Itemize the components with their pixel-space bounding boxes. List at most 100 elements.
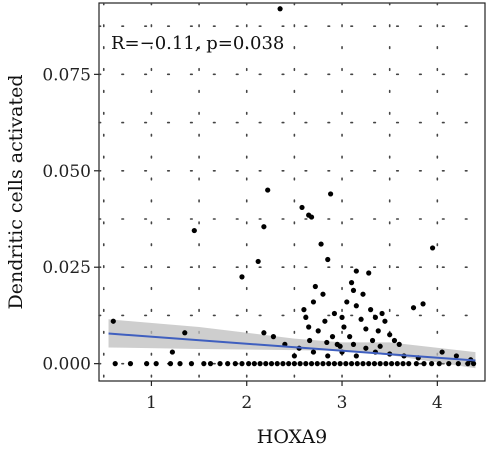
data-point	[320, 291, 326, 297]
data-point	[400, 361, 406, 367]
data-point	[436, 361, 442, 367]
data-point	[324, 339, 330, 346]
data-point	[225, 361, 231, 367]
data-point	[455, 361, 461, 367]
data-point	[421, 361, 427, 367]
data-point	[369, 337, 376, 344]
y-tick-label: 0.025	[42, 258, 91, 278]
data-point	[188, 361, 195, 367]
data-point	[470, 361, 477, 367]
data-point	[375, 328, 381, 334]
data-point	[314, 361, 320, 367]
data-point	[303, 361, 309, 367]
data-point	[251, 361, 257, 367]
data-point	[201, 361, 207, 367]
data-point	[394, 361, 400, 367]
data-point	[291, 361, 297, 367]
data-point	[465, 361, 471, 367]
data-point	[310, 349, 317, 355]
confidence-band-layer	[108, 319, 476, 369]
data-point	[371, 361, 378, 367]
data-point	[261, 330, 267, 336]
data-point	[299, 204, 305, 211]
data-point	[372, 314, 378, 320]
data-point	[177, 361, 183, 367]
data-point	[360, 291, 366, 297]
regression-line	[108, 332, 476, 362]
data-point	[232, 361, 238, 367]
plot-panel	[98, 2, 486, 382]
data-point	[277, 6, 283, 12]
data-point	[354, 361, 360, 367]
data-point	[347, 334, 353, 340]
data-point	[410, 305, 417, 311]
data-point	[112, 361, 118, 367]
data-point	[446, 361, 452, 367]
data-point	[337, 343, 343, 349]
data-point	[318, 241, 324, 247]
data-point	[325, 256, 331, 263]
data-point	[261, 224, 267, 230]
data-point	[308, 214, 315, 220]
data-point	[268, 361, 275, 367]
data-point	[358, 316, 364, 322]
data-point	[217, 361, 223, 367]
data-point	[307, 337, 313, 344]
data-point	[366, 270, 372, 276]
data-point	[322, 318, 328, 324]
data-point	[453, 353, 460, 359]
data-point	[353, 303, 359, 309]
data-point	[239, 274, 245, 280]
x-tick-label: 3	[337, 393, 348, 413]
x-axis-title: HOXA9	[257, 426, 327, 448]
data-point	[110, 318, 116, 324]
data-point	[303, 314, 309, 320]
data-point	[343, 361, 349, 367]
data-point	[413, 361, 419, 367]
data-point	[388, 361, 395, 367]
x-tick-label: 4	[432, 393, 443, 413]
data-point	[353, 268, 359, 274]
data-point	[350, 287, 357, 293]
data-point	[328, 191, 334, 197]
data-point	[191, 227, 197, 234]
y-tick-label: 0.050	[42, 162, 91, 182]
data-point	[239, 361, 245, 367]
data-point	[297, 361, 303, 367]
data-point	[182, 330, 188, 336]
data-point	[144, 361, 150, 367]
data-point	[312, 283, 318, 290]
data-point	[341, 324, 347, 330]
data-point	[263, 361, 269, 367]
gridlines	[98, 2, 486, 382]
y-axis-title: Dendritic cells activated	[5, 74, 27, 309]
data-point	[406, 361, 412, 367]
data-point	[379, 310, 385, 317]
y-tick-label: 0.075	[42, 65, 91, 85]
data-point	[391, 337, 398, 344]
data-point	[326, 361, 332, 367]
data-point	[429, 361, 435, 367]
fit-line-layer	[108, 332, 476, 362]
x-tick-label: 1	[146, 393, 157, 413]
data-point	[348, 361, 355, 367]
data-point	[331, 310, 338, 317]
y-tick-label: 0.000	[42, 355, 91, 375]
data-point	[331, 361, 338, 367]
data-point	[353, 353, 359, 359]
data-point	[377, 343, 383, 349]
data-point	[363, 326, 369, 332]
data-point	[366, 361, 372, 367]
data-point	[255, 258, 261, 265]
y-axis: 0.000 0.025 0.050 0.075	[42, 65, 99, 375]
data-point	[320, 361, 326, 367]
data-point	[246, 361, 252, 367]
data-point	[306, 324, 312, 330]
data-point	[387, 332, 393, 338]
data-point	[429, 245, 436, 251]
data-point	[127, 361, 134, 367]
data-point	[265, 187, 271, 193]
data-point	[280, 361, 286, 367]
data-point	[207, 361, 214, 367]
